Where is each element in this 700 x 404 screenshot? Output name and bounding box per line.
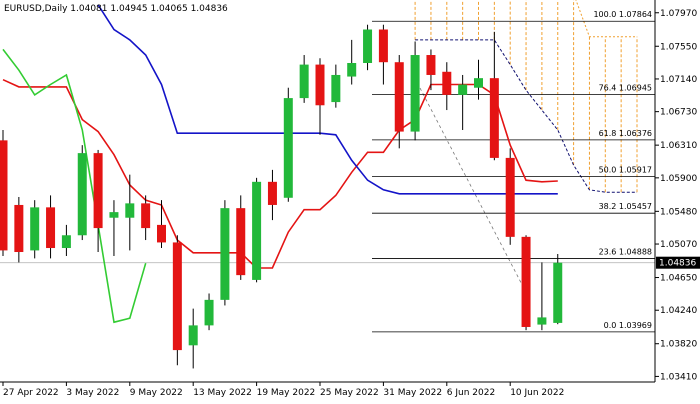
indicator-line: [2, 48, 147, 324]
cloud-span-a: [415, 39, 637, 193]
candle-body: [157, 224, 166, 243]
symbol-title: EURUSD,Daily: [4, 4, 68, 14]
chart-header: EURUSD,Daily 1.04081 1.04945 1.04065 1.0…: [4, 4, 228, 14]
y-tick-label: 1.04650: [660, 274, 697, 284]
candle-body: [474, 78, 483, 88]
y-tick-label: 1.04240: [660, 306, 697, 316]
fib-level-label: 23.6 1.04888: [599, 248, 652, 257]
candle-body: [61, 235, 71, 249]
candle-body: [252, 181, 262, 280]
y-tick-label: 1.05480: [660, 207, 697, 217]
fib-level-label: 38.2 1.05457: [599, 202, 652, 211]
candle-body: [125, 203, 135, 218]
candle-body: [347, 63, 357, 77]
price-tag: [656, 256, 700, 269]
candle-body: [537, 317, 547, 325]
candle-body: [188, 325, 198, 346]
candle-body: [46, 207, 56, 249]
candle-body: [378, 29, 388, 63]
y-tick-label: 1.05900: [660, 174, 697, 184]
fib-level-label: 0.0 1.03969: [604, 321, 652, 330]
candle-body: [489, 78, 499, 158]
candle-body: [267, 181, 277, 205]
header-open: 1.04081: [70, 4, 107, 14]
x-tick-label: 19 May 2022: [257, 388, 316, 398]
candle-body: [0, 140, 8, 251]
candle-body: [553, 262, 563, 323]
x-tick-label: 25 May 2022: [320, 388, 379, 398]
candle-body: [363, 29, 373, 64]
candle-body: [236, 208, 246, 276]
x-tick-label: 13 May 2022: [193, 388, 252, 398]
candle-body: [30, 207, 40, 251]
y-tick-label: 1.05070: [660, 240, 697, 250]
candle-body: [172, 242, 182, 351]
header-close: 1.04836: [191, 4, 228, 14]
indicator-line: [97, 4, 558, 195]
fib-level-label: 100.0 1.07864: [593, 10, 652, 19]
fib-level-label: 76.4 1.06945: [599, 84, 652, 93]
candle-body: [141, 203, 151, 229]
candle-body: [299, 64, 309, 99]
fib-level-label: 50.0 1.05917: [599, 165, 652, 174]
y-tick-label: 1.03820: [660, 340, 697, 350]
x-tick-label: 27 Apr 2022: [3, 388, 59, 398]
x-tick-label: 10 Jun 2022: [510, 388, 564, 398]
x-tick-label: 3 May 2022: [66, 388, 119, 398]
candle-body: [14, 204, 24, 253]
y-tick-label: 1.06310: [660, 141, 697, 151]
y-tick-label: 1.07140: [660, 75, 697, 85]
x-tick-label: 9 May 2022: [130, 388, 183, 398]
candle-body: [458, 84, 468, 95]
candle-body: [331, 74, 341, 103]
x-tick-label: 31 May 2022: [383, 388, 442, 398]
candle-body: [204, 299, 214, 326]
y-tick-label: 1.06730: [660, 108, 697, 118]
fib-level-label: 61.8 1.06376: [599, 129, 652, 138]
y-tick-label: 1.07970: [660, 9, 697, 19]
candle-body: [315, 64, 325, 106]
plot-area: 100.0 1.07864 76.4 1.06945 61.8 1.06376 50.…: [0, 0, 655, 369]
candle-body: [109, 212, 119, 218]
candle-body: [93, 153, 103, 229]
candle-body: [77, 153, 87, 236]
indicator-line: [2, 78, 558, 269]
x-tick-label: 6 Jun 2022: [447, 388, 495, 398]
candle-body: [505, 157, 515, 237]
price-tag-label: 1.04836: [659, 259, 696, 269]
candle-body: [283, 98, 293, 198]
header-high: 1.04945: [110, 4, 147, 14]
y-tick-label: 1.07550: [660, 42, 697, 52]
header-low: 1.04065: [150, 4, 187, 14]
candle-body: [426, 55, 436, 75]
candle-body: [442, 71, 452, 95]
candle-body: [220, 208, 230, 300]
candle-body: [521, 236, 531, 327]
candle-body: [410, 55, 420, 132]
candle-body: [394, 62, 404, 132]
y-tick-label: 1.03410: [660, 372, 697, 382]
fib-trend-line: [419, 87, 531, 301]
